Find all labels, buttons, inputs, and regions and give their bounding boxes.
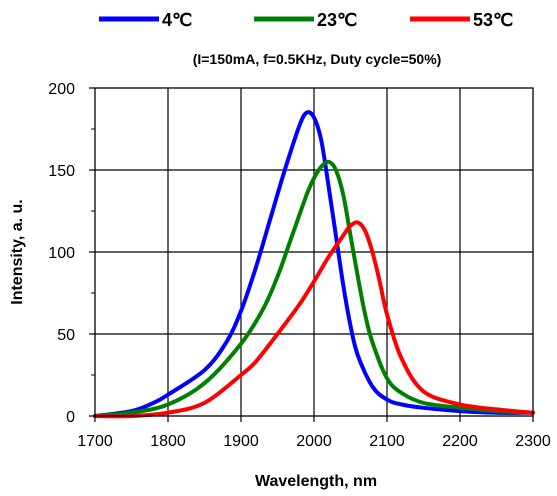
x-tick-labels: 1700 1800 1900 2000 2100 2200 2300	[77, 433, 551, 450]
series-line-3	[93, 220, 535, 419]
y-tick-label: 50	[57, 327, 75, 344]
x-tick-label: 1700	[77, 433, 113, 450]
y-tick-label: 100	[48, 245, 75, 262]
x-tick-label: 1900	[223, 433, 259, 450]
y-tick-labels: 0 50 100 150 200	[48, 81, 75, 426]
grid	[95, 88, 533, 416]
x-tick-label: 2000	[296, 433, 332, 450]
y-axis-title: Intensity, a. u.	[9, 199, 26, 305]
x-tick-label: 1800	[150, 433, 186, 450]
series-line-1	[93, 110, 535, 418]
y-tick-label: 150	[48, 163, 75, 180]
y-tick-label: 200	[48, 81, 75, 98]
series-line-2	[93, 159, 535, 418]
x-tick-label: 2100	[369, 433, 405, 450]
x-tick-label: 2300	[515, 433, 551, 450]
tick-marks	[89, 87, 534, 422]
y-tick-label: 0	[66, 409, 75, 426]
legend: 4℃ 23℃ 53℃	[99, 10, 513, 30]
legend-label-2: 23℃	[317, 10, 357, 30]
legend-label-3: 53℃	[473, 10, 513, 30]
chart-subtitle: (I=150mA, f=0.5KHz, Duty cycle=50%)	[193, 51, 442, 67]
x-axis-title: Wavelength, nm	[255, 473, 377, 490]
legend-label-1: 4℃	[162, 10, 192, 30]
series-layer	[93, 110, 535, 419]
x-tick-label: 2200	[442, 433, 478, 450]
